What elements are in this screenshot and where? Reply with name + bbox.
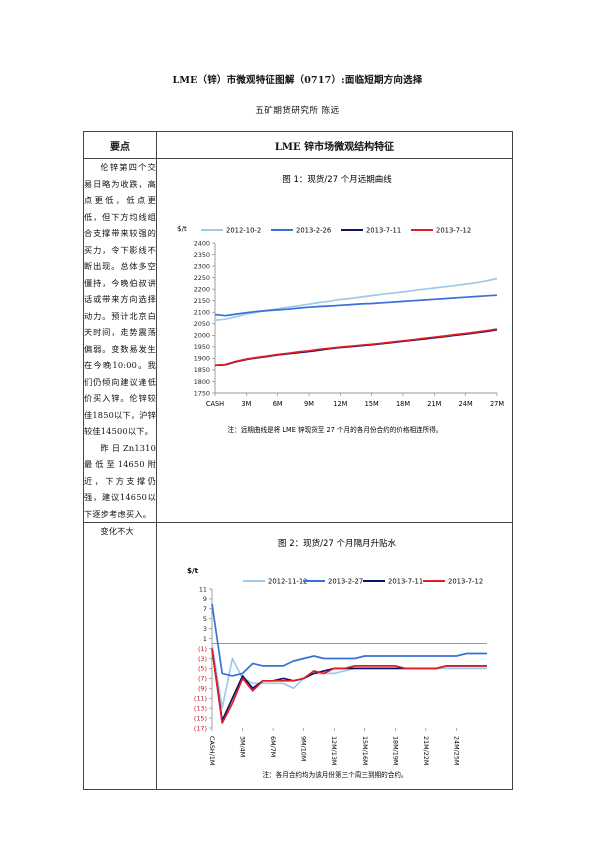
chart1-legend-label: 2013-7-12 [436,227,471,235]
forward-curve-chart: 图 1：现货/27 个月远期曲线 注：远期曲线是将 LME 锌现货至 27 个月… [177,174,504,434]
chart1-ytick-label: 1850 [194,366,210,374]
chart1-ytick-label: 2000 [194,332,210,340]
chart2-ytick-label: 9 [203,595,207,603]
chart1-ytick-label: 2250 [194,274,210,282]
table-row: 伦锌第四个交易日略为收跌，高点更低，低点更低，但下方均线组合支撑带来较强的买力，… [83,158,513,523]
chart1-ytick-label: 2150 [194,297,210,305]
chart2-xtick-label: 9M/10M [300,736,308,761]
chart1-ytick-label: 1900 [194,355,210,363]
key-points-paragraph-2: 昨日Zn1310最低至14650附近，下方支撑仍强，建议14650以下逐步考虑买… [84,442,156,519]
chart2-ytick-label: 5 [203,615,207,623]
chart2-ytick-label: 3 [203,625,207,633]
chart2-xtick-label: 12M/13M [330,736,338,765]
chart2-xtick-label: 3M/4M [239,736,247,757]
chart1-ytick-label: 2200 [194,285,210,293]
chart1-xtick-label: 27M [490,400,504,408]
chart1-title: 图 1：现货/27 个月远期曲线 [282,174,392,185]
chart2-xtick-label: 6M/7M [269,736,277,757]
author-line: 五矿期货研究所 陈远 [255,106,340,116]
chart1-legend-label: 2012-10-2 [226,227,261,235]
chart2-title: 图 2：现货/27 个月隔月升贴水 [278,538,396,549]
chart1-xtick-label: 12M [333,400,347,408]
chart1-legend-label: 2013-7-11 [366,227,401,235]
chart2-xtick-label: 15M/16M [361,736,369,765]
chart2-ytick-label: (17) [194,724,207,732]
summary-cell: 变化不大 [83,522,157,790]
header-microstructure: LME 锌市场微观结构特征 [156,131,513,159]
chart1-ytick-label: 1750 [194,389,210,397]
chart2-ytick-label: (5) [198,665,207,673]
chart2-series-line [211,643,487,709]
chart2-series-line [211,603,487,677]
key-points-paragraph-1: 伦锌第四个交易日略为收跌，高点更低，低点更低，但下方均线组合支撑带来较强的买力，… [84,162,156,436]
chart2-ytick-label: 7 [203,605,207,613]
table-row: 变化不大 图 2：现货/27 个月隔月升贴水 注：各月合约均为该月份第三个周三到… [83,522,513,790]
spread-chart: 图 2：现货/27 个月隔月升贴水 注：各月合约均为该月份第三个周三到期的合约。… [187,538,487,779]
chart1-ytick-label: 2300 [194,262,210,270]
chart2-legend-label: 2013-7-11 [388,578,423,586]
summary-text: 变化不大 [100,526,134,536]
chart2-ytick-label: (15) [194,714,207,722]
chart1-xtick-label: 3M [241,400,251,408]
header-key-points: 要点 [83,131,157,159]
chart1-ytick-label: 1950 [194,343,210,351]
chart2-cell: 图 2：现货/27 个月隔月升贴水 注：各月合约均为该月份第三个周三到期的合约。… [156,522,513,790]
chart1-ytick-label: 2400 [194,239,210,247]
chart1-series-line [214,328,498,367]
chart1-ytick-label: 2050 [194,320,210,328]
chart2-ytick-label: (11) [194,695,207,703]
table-header-row: 要点 LME 锌市场微观结构特征 [83,131,513,159]
content-table: 要点 LME 锌市场微观结构特征 伦锌第四个交易日略为收跌，高点更低，低点更低，… [83,131,513,790]
chart1-ytick-label: 2100 [194,309,210,317]
chart2-ytick-label: (1) [198,645,207,653]
chart1-note: 注：远期曲线是将 LME 锌现货至 27 个月的各月份合约的价格相连所得。 [228,425,443,434]
chart2-ytick-label: 1 [203,635,207,643]
chart2-ytick-label: (9) [198,685,207,693]
chart2-xtick-label: 18M/19M [391,736,399,765]
chart1-legend-label: 2013-2-26 [296,227,331,235]
chart2-ytick-label: 11 [199,585,207,593]
key-points-cell: 伦锌第四个交易日略为收跌，高点更低，低点更低，但下方均线组合支撑带来较强的买力，… [83,158,157,523]
chart1-cell: 图 1：现货/27 个月远期曲线 注：远期曲线是将 LME 锌现货至 27 个月… [156,158,513,523]
document-title: LME（锌）市微观特征图解（0717）:面临短期方向选择 [172,75,423,86]
chart1-ytick-label: 2350 [194,251,210,259]
chart2-legend-label: 2012-11-12 [268,578,308,586]
chart1-xtick-label: 21M [427,400,441,408]
chart2-note: 注：各月合约均为该月份第三个周三到期的合约。 [262,770,407,779]
chart2-ytick-label: (7) [198,675,207,683]
chart1-xtick-label: 6M [273,400,283,408]
chart2-legend-label: 2013-2-27 [328,578,363,586]
chart1-xtick-label: 9M [304,400,314,408]
chart2-xtick-label: 21M/22M [422,736,430,765]
chart1-ylabel: $/t [177,224,187,233]
chart2-xtick-label: 24M/25M [452,736,460,765]
chart2-series-line [211,648,487,722]
chart2-xtick-label: CASH/1M [208,736,216,765]
chart2-ylabel: $/t [187,566,199,575]
chart1-xtick-label: 18M [396,400,410,408]
chart2-ytick-label: (13) [194,704,207,712]
chart2-legend-label: 2013-7-12 [448,578,483,586]
chart1-xtick-label: 24M [459,400,473,408]
chart1-series-line [214,294,498,317]
chart1-xtick-label: 15M [365,400,379,408]
chart1-ytick-label: 1800 [194,378,210,386]
chart1-xtick-label: CASH [206,400,224,408]
chart2-ytick-label: (3) [198,655,207,663]
chart1-series-line [214,277,498,322]
chart2-series-line [211,648,487,724]
